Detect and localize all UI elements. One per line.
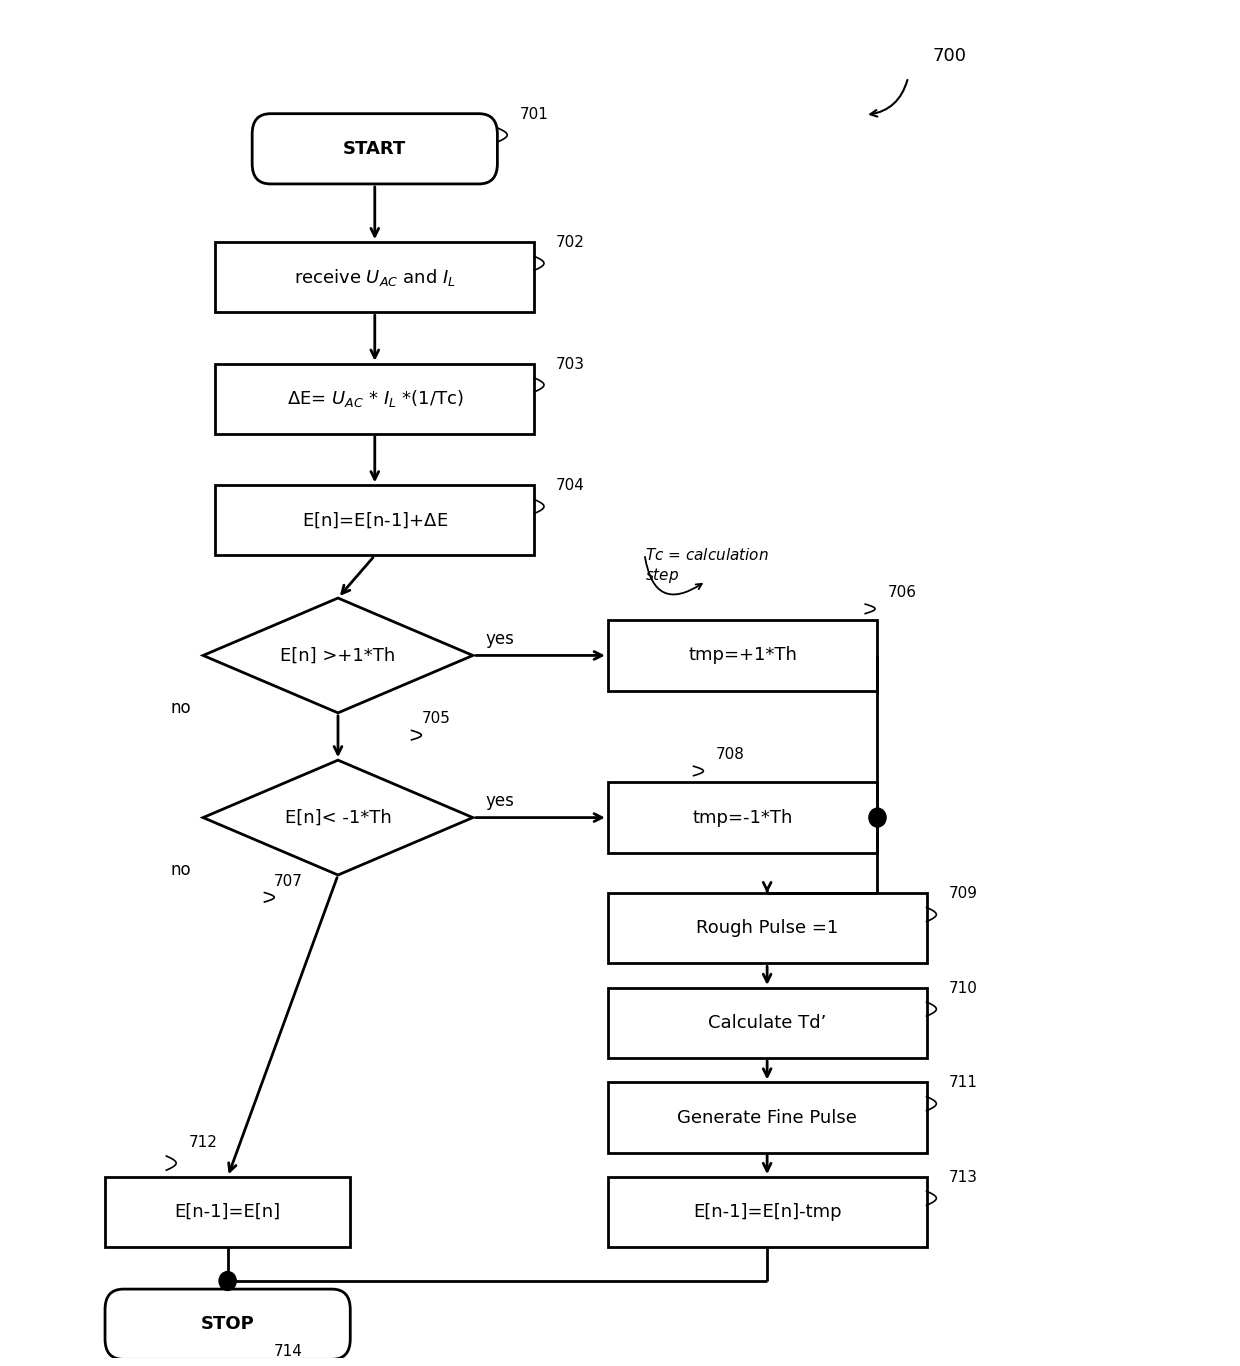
- Text: 713: 713: [949, 1171, 977, 1186]
- FancyBboxPatch shape: [252, 113, 497, 184]
- Text: E[n-1]=E[n]: E[n-1]=E[n]: [175, 1203, 280, 1221]
- Text: 711: 711: [949, 1075, 977, 1090]
- FancyBboxPatch shape: [105, 1290, 350, 1359]
- Text: Calculate Td’: Calculate Td’: [708, 1014, 826, 1031]
- Text: 700: 700: [932, 46, 967, 66]
- Text: yes: yes: [485, 630, 515, 649]
- Text: 704: 704: [557, 478, 585, 493]
- Text: 702: 702: [557, 235, 585, 250]
- Bar: [608, 783, 878, 852]
- Text: 709: 709: [949, 887, 977, 902]
- Text: tmp=+1*Th: tmp=+1*Th: [688, 646, 797, 664]
- Text: receive $U_{AC}$ and $I_L$: receive $U_{AC}$ and $I_L$: [294, 266, 456, 288]
- Text: tmp=-1*Th: tmp=-1*Th: [692, 809, 792, 826]
- Text: 712: 712: [188, 1135, 217, 1150]
- Text: 703: 703: [557, 357, 585, 372]
- Text: E[n] >+1*Th: E[n] >+1*Th: [280, 646, 396, 664]
- Text: 707: 707: [274, 873, 303, 888]
- Text: Generate Fine Pulse: Generate Fine Pulse: [677, 1109, 857, 1127]
- Text: 714: 714: [274, 1344, 303, 1359]
- Circle shape: [219, 1272, 237, 1291]
- Bar: [216, 242, 534, 313]
- Text: E[n]< -1*Th: E[n]< -1*Th: [285, 809, 392, 826]
- Bar: [216, 485, 534, 556]
- Text: 706: 706: [888, 585, 916, 600]
- Text: E[n-1]=E[n]-tmp: E[n-1]=E[n]-tmp: [693, 1203, 842, 1221]
- FancyArrowPatch shape: [645, 557, 702, 594]
- Text: no: no: [170, 699, 191, 717]
- Text: E[n]=E[n-1]+$\Delta$E: E[n]=E[n-1]+$\Delta$E: [301, 511, 448, 530]
- Text: 705: 705: [422, 712, 450, 727]
- Text: $\mathbf{\mathit{Tc}}$ = $\mathit{calculation}$
$\mathit{step}$: $\mathbf{\mathit{Tc}}$ = $\mathit{calcul…: [645, 548, 769, 585]
- Text: no: no: [170, 862, 191, 880]
- Text: $\Delta$E= $U_{AC}$ * $I_L$ *(1/Tc): $\Delta$E= $U_{AC}$ * $I_L$ *(1/Tc): [286, 388, 463, 410]
- Text: STOP: STOP: [201, 1315, 254, 1333]
- Bar: [608, 620, 878, 691]
- Bar: [608, 893, 926, 963]
- Bar: [105, 1177, 350, 1247]
- Polygon shape: [203, 598, 472, 713]
- Text: yes: yes: [485, 792, 515, 810]
- Bar: [608, 1177, 926, 1247]
- Text: 701: 701: [520, 107, 548, 122]
- Bar: [608, 988, 926, 1059]
- Text: START: START: [343, 139, 407, 158]
- FancyArrowPatch shape: [870, 79, 908, 116]
- Bar: [216, 363, 534, 434]
- Text: Rough Pulse =1: Rough Pulse =1: [696, 919, 838, 937]
- Polygon shape: [203, 759, 472, 876]
- Text: 708: 708: [715, 747, 744, 762]
- Bar: [608, 1082, 926, 1153]
- Text: 710: 710: [949, 981, 977, 996]
- Circle shape: [869, 809, 887, 826]
